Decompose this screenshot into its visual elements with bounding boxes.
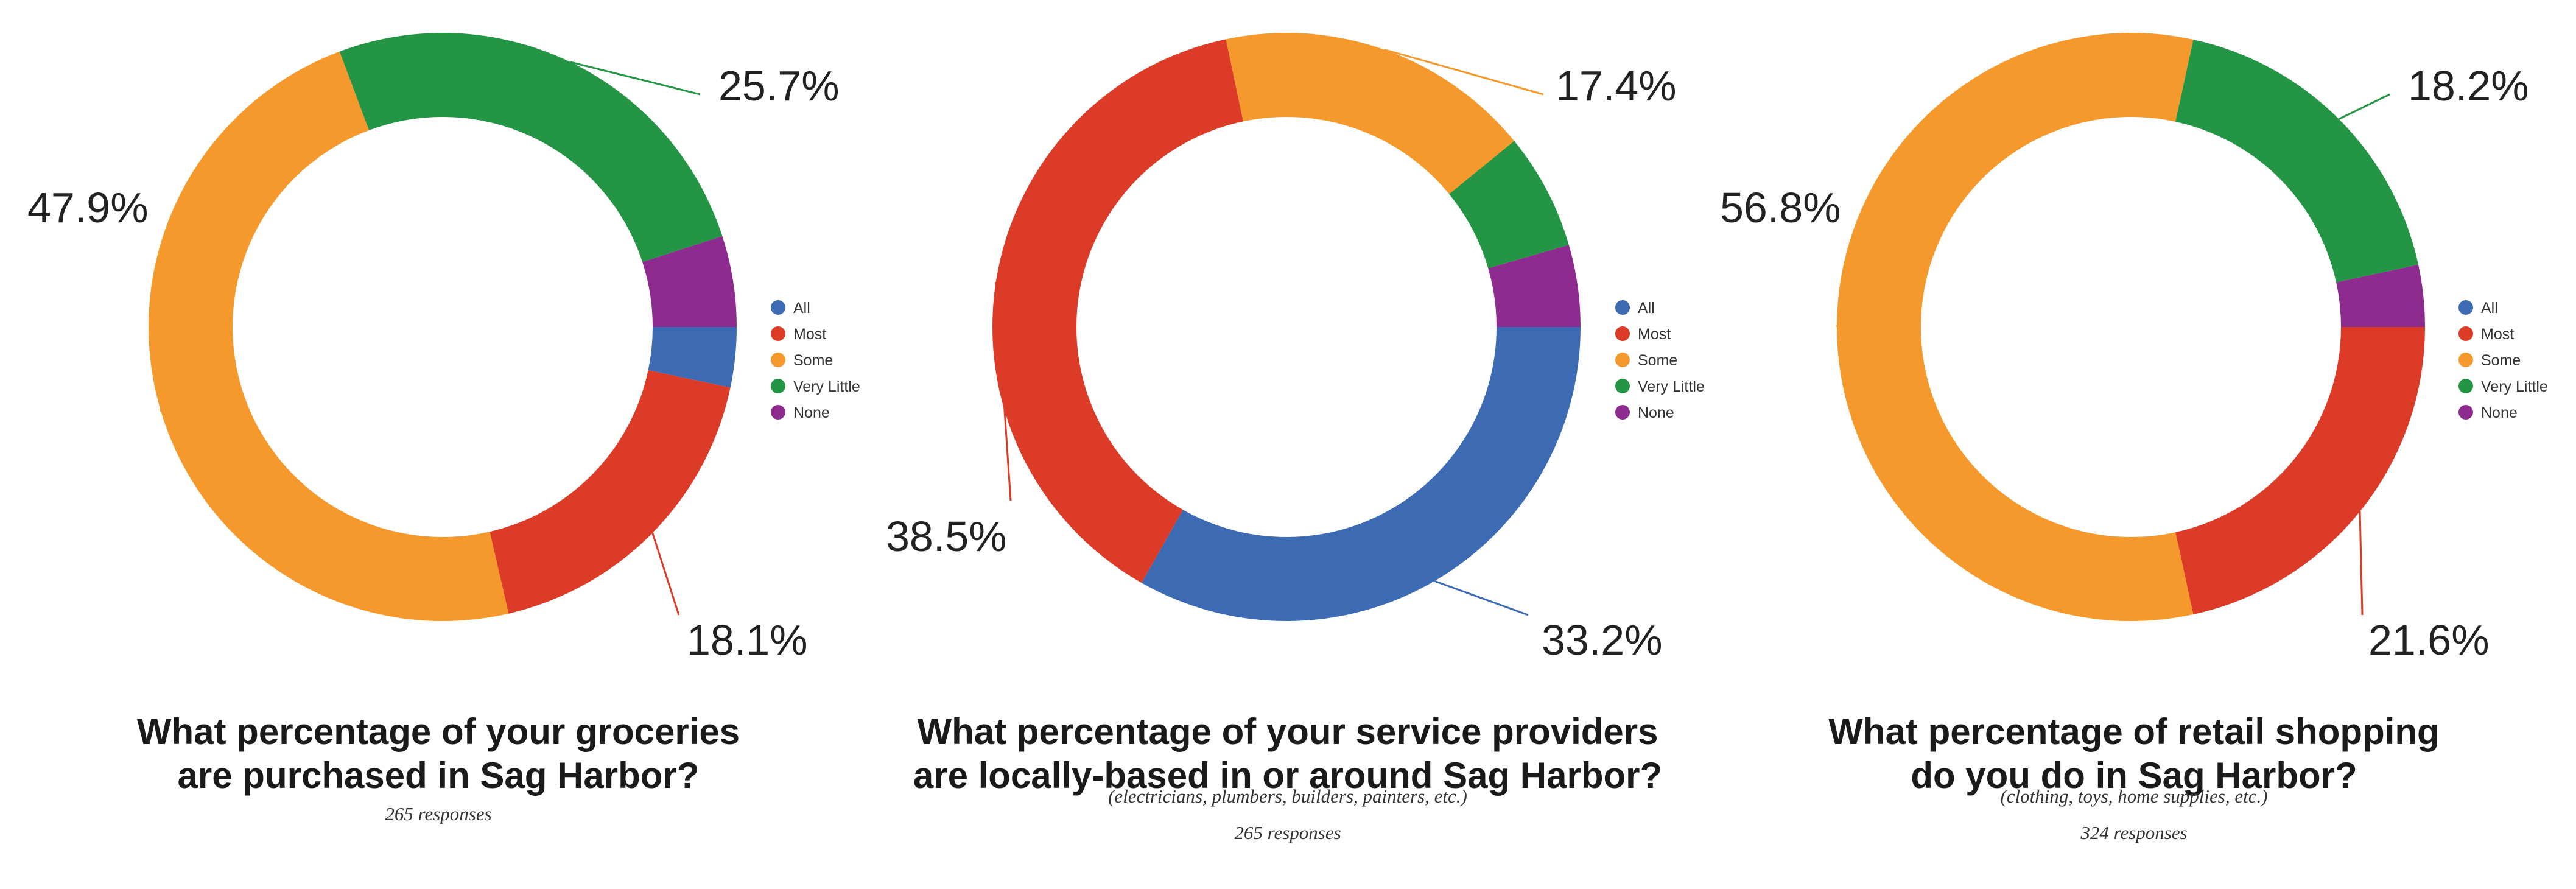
slice-most: [992, 39, 1243, 583]
chart-note: (electricians, plumbers, builders, paint…: [1108, 785, 1467, 807]
response-count: 265 responses: [385, 803, 491, 824]
legend: All Most Some Very Little None: [1615, 300, 1705, 421]
chart-title-line-2: do you do in Sag Harbor?: [1911, 755, 2357, 796]
legend-swatch-none: [1615, 405, 1630, 420]
legend-swatch-none: [2458, 405, 2473, 420]
legend-swatch-none: [771, 405, 785, 420]
data-label-most: 38.5%: [886, 513, 1006, 560]
slice-none: [2336, 264, 2425, 327]
data-label-some: 56.8%: [1720, 184, 1841, 231]
legend-swatch-some: [2458, 353, 2473, 367]
chart-title-line-2: are purchased in Sag Harbor?: [178, 755, 700, 796]
legend-swatch-very-little: [771, 379, 785, 393]
legend-label-none: None: [793, 404, 830, 421]
chart-title-line-2: are locally-based in or around Sag Harbo…: [913, 755, 1662, 796]
slice-most: [490, 370, 731, 614]
donut-chart-3: 18.2% 56.8% 21.6% All Most Some Very Little Non…: [1720, 33, 2548, 843]
slice-all: [648, 327, 737, 388]
chart-note: (clothing, toys, home supplies, etc.): [2000, 785, 2267, 807]
response-count: 324 responses: [2080, 822, 2187, 843]
legend-swatch-some: [1615, 353, 1630, 367]
legend-swatch-all: [1615, 300, 1630, 315]
legend-label-very-little: Very Little: [2481, 378, 2548, 395]
legend-label-very-little: Very Little: [1638, 378, 1705, 395]
data-label-most: 18.1%: [687, 616, 807, 664]
legend-swatch-some: [771, 353, 785, 367]
legend-label-some: Some: [2481, 352, 2521, 369]
legend-label-none: None: [2481, 404, 2518, 421]
legend-label-none: None: [1638, 404, 1674, 421]
legend-label-all: All: [1638, 300, 1655, 317]
callout-line-some: [1836, 266, 1864, 328]
callout-line-very-little: [570, 61, 701, 96]
legend: All Most Some Very Little None: [771, 300, 860, 421]
legend: All Most Some Very Little None: [2458, 300, 2548, 421]
donut-chart-2: 17.4% 38.5% 33.2% All Most Some Very Little Non…: [886, 32, 1705, 843]
slice-some: [1226, 32, 1515, 194]
slice-some: [1837, 33, 2194, 622]
data-label-very-little: 25.7%: [718, 62, 839, 110]
legend-swatch-most: [2458, 326, 2473, 341]
legend-label-some: Some: [1638, 352, 1677, 369]
legend-swatch-all: [2458, 300, 2473, 315]
legend-label-most: Most: [1638, 326, 1671, 343]
legend-label-most: Most: [793, 326, 826, 343]
response-count: 265 responses: [1234, 822, 1341, 843]
data-label-some: 17.4%: [1556, 62, 1676, 110]
donut-chart-1: 25.7% 47.9% 18.1% All Most Some Very Little Non…: [27, 33, 860, 824]
slice-all: [1142, 327, 1581, 621]
legend-label-all: All: [793, 300, 810, 317]
data-label-all: 33.2%: [1542, 616, 1662, 664]
legend-swatch-most: [1615, 326, 1630, 341]
data-label-very-little: 18.2%: [2408, 62, 2529, 110]
slice-very-little: [2175, 39, 2419, 283]
chart-title-line-1: What percentage of your groceries: [137, 711, 740, 752]
slice-some: [149, 51, 509, 621]
legend-label-most: Most: [2481, 326, 2514, 343]
slice-none: [642, 236, 737, 327]
chart-title-line-1: What percentage of retail shopping: [1828, 711, 2439, 752]
slice-very-little: [339, 33, 723, 262]
callout-line-some: [1384, 49, 1544, 96]
legend-label-all: All: [2481, 300, 2498, 317]
callout-line-most: [995, 281, 1012, 501]
data-label-most: 21.6%: [2368, 616, 2489, 664]
callout-line-all: [1434, 580, 1529, 616]
legend-swatch-very-little: [1615, 379, 1630, 393]
slice-most: [2175, 327, 2425, 615]
slice-very-little: [1449, 141, 1569, 269]
legend-swatch-very-little: [2458, 379, 2473, 393]
legend-swatch-all: [771, 300, 785, 315]
legend-label-very-little: Very Little: [793, 378, 860, 395]
chart-title-line-1: What percentage of your service provider…: [917, 711, 1658, 752]
legend-swatch-most: [771, 326, 785, 341]
slice-none: [1488, 245, 1581, 327]
data-label-some: 47.9%: [27, 184, 148, 231]
callout-line-most: [651, 532, 680, 616]
legend-label-some: Some: [793, 352, 833, 369]
callout-line-very-little: [2338, 93, 2390, 120]
callout-line-most: [2359, 511, 2364, 616]
